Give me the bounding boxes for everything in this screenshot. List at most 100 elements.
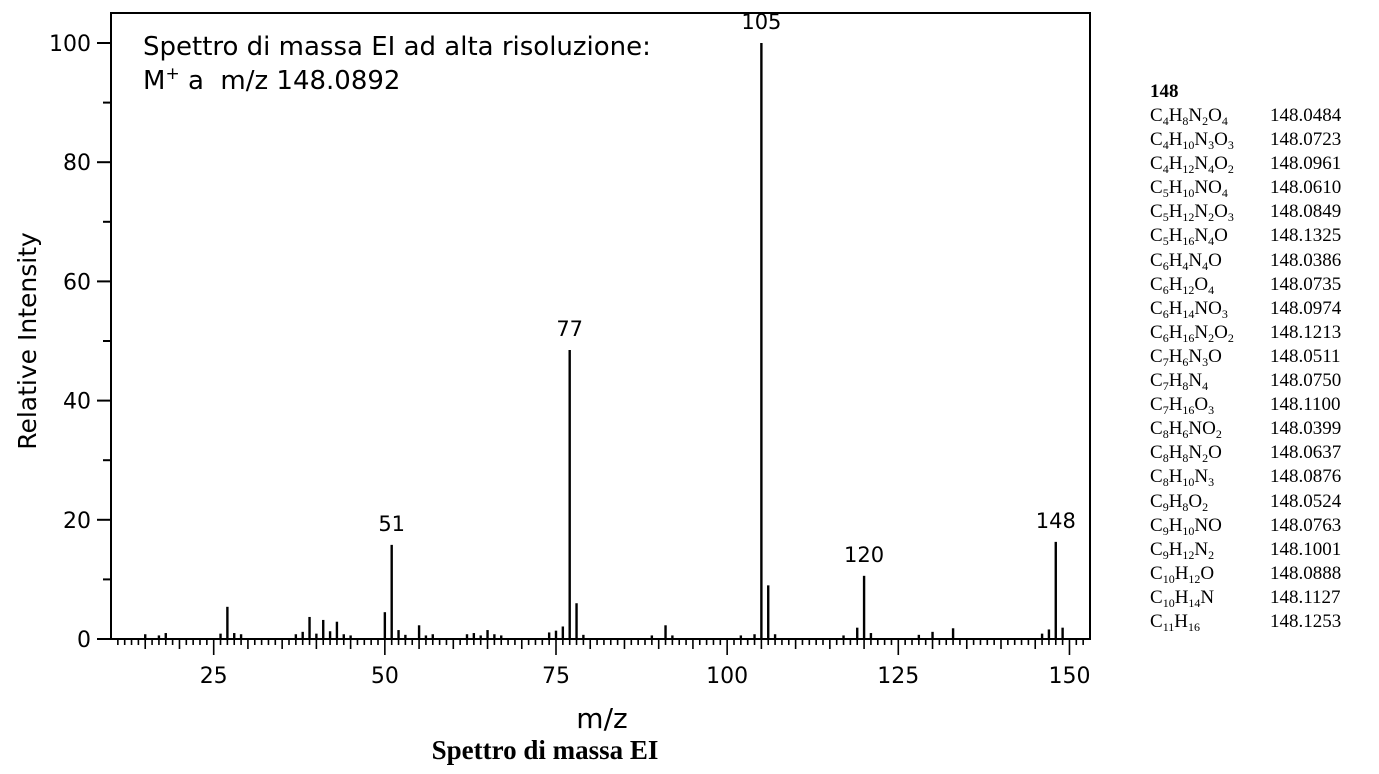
x-tick-label: 75 xyxy=(542,664,570,689)
element-symbol: C xyxy=(1150,153,1163,175)
element-symbol: C xyxy=(1150,490,1163,512)
element-count: 4 xyxy=(1202,379,1209,394)
formula-text: C11H16 xyxy=(1150,610,1270,634)
formula-text: C5H16N4O xyxy=(1150,224,1270,248)
element-count: 2 xyxy=(1202,499,1209,514)
formula-mass: 148.1325 xyxy=(1270,225,1342,247)
element-count: 2 xyxy=(1227,162,1234,177)
element-symbol: H xyxy=(1168,177,1183,199)
element-count: 2 xyxy=(1202,114,1209,128)
formula-row: C10H14N 148.1127 xyxy=(1150,586,1375,610)
element-count: 7 xyxy=(1162,403,1169,418)
y-axis-label: Relative Intensity xyxy=(13,232,42,450)
element-count: 4 xyxy=(1221,186,1228,201)
formula-row: C4H12N4O2 148.0961 xyxy=(1150,152,1375,176)
formula-row: C6H16N2O2 148.1213 xyxy=(1150,321,1375,345)
formula-mass: 148.0723 xyxy=(1270,129,1342,151)
peak-label: 105 xyxy=(741,10,781,34)
element-symbol: N xyxy=(1188,370,1203,392)
element-symbol: N xyxy=(1188,418,1203,440)
element-symbol: N xyxy=(1194,153,1209,175)
element-count: 16 xyxy=(1182,330,1195,345)
element-count: 8 xyxy=(1162,475,1169,490)
element-count: 4 xyxy=(1208,234,1215,249)
formula-row: C5H12N2O3 148.0849 xyxy=(1150,200,1375,224)
chart-subtitle-sup: + xyxy=(165,64,179,84)
formula-row: C10H12O 148.0888 xyxy=(1150,562,1375,586)
formula-text: C7H8N4 xyxy=(1150,369,1270,393)
element-count: 6 xyxy=(1162,330,1169,345)
element-count: 3 xyxy=(1208,403,1215,418)
element-symbol: C xyxy=(1150,418,1163,440)
formula-mass: 148.0637 xyxy=(1270,442,1342,464)
element-count: 2 xyxy=(1202,451,1209,466)
formula-row: C4H8N2O4 148.0484 xyxy=(1150,104,1375,128)
formula-row: C7H6N3O 148.0511 xyxy=(1150,345,1375,369)
element-count: 2 xyxy=(1208,330,1215,345)
element-symbol: H xyxy=(1168,153,1183,175)
formula-rows: C4H8N2O4 148.0484 C4H10N3O3 148.0723 C4H12N4… xyxy=(1150,104,1375,634)
formula-text: C10H14N xyxy=(1150,586,1270,610)
element-count: 3 xyxy=(1208,475,1215,490)
formula-table: 148 C4H8N2O4 148.0484 C4H10N3O3 148.0723 C4H… xyxy=(1150,80,1375,634)
element-count: 10 xyxy=(1162,595,1175,610)
element-symbol: N xyxy=(1188,345,1203,367)
chart-subtitle-prefix: M xyxy=(143,66,165,96)
element-symbol: O xyxy=(1208,297,1222,319)
element-count: 8 xyxy=(1162,427,1169,442)
element-symbol: C xyxy=(1150,273,1163,295)
formula-mass: 148.0974 xyxy=(1270,297,1342,319)
element-symbol: H xyxy=(1174,562,1189,584)
element-symbol: O xyxy=(1194,394,1209,416)
element-symbol: C xyxy=(1150,610,1163,632)
x-tick-label: 50 xyxy=(371,664,399,689)
formula-mass: 148.1127 xyxy=(1270,586,1341,608)
element-symbol: N xyxy=(1194,129,1209,151)
y-tick-label: 0 xyxy=(77,628,91,653)
element-symbol: O xyxy=(1194,273,1209,295)
formula-row: C7H8N4 148.0750 xyxy=(1150,369,1375,393)
formula-mass: 148.0610 xyxy=(1270,177,1342,199)
y-tick-label: 80 xyxy=(63,151,91,176)
element-count: 10 xyxy=(1182,475,1195,490)
element-count: 16 xyxy=(1187,619,1200,634)
element-symbol: H xyxy=(1174,610,1188,632)
element-symbol: O xyxy=(1208,249,1222,271)
x-tick-label: 150 xyxy=(1048,664,1090,689)
element-count: 4 xyxy=(1202,258,1209,273)
formula-mass: 148.0735 xyxy=(1270,273,1342,295)
formula-mass: 148.0888 xyxy=(1270,562,1342,584)
element-symbol: C xyxy=(1150,442,1163,464)
element-count: 7 xyxy=(1162,379,1169,394)
element-symbol: N xyxy=(1194,297,1209,319)
element-symbol: O xyxy=(1208,105,1222,126)
formula-row: C6H12O4 148.0735 xyxy=(1150,273,1375,297)
element-symbol: C xyxy=(1150,514,1163,536)
formula-text: C6H4N4O xyxy=(1150,249,1270,273)
formula-text: C9H10NO xyxy=(1150,514,1270,538)
element-symbol: N xyxy=(1194,201,1209,223)
element-symbol: O xyxy=(1188,490,1203,512)
formula-row: C9H12N2 148.1001 xyxy=(1150,538,1375,562)
element-count: 12 xyxy=(1182,547,1195,562)
element-count: 4 xyxy=(1162,114,1169,128)
formula-row: C6H14NO3 148.0974 xyxy=(1150,297,1375,321)
formula-text: C7H6N3O xyxy=(1150,345,1270,369)
element-symbol: O xyxy=(1202,418,1216,440)
element-count: 3 xyxy=(1202,354,1209,369)
element-symbol: O xyxy=(1214,225,1228,247)
element-symbol: N xyxy=(1188,442,1203,464)
element-count: 6 xyxy=(1182,354,1189,369)
formula-row: C5H10NO4 148.0610 xyxy=(1150,176,1375,200)
element-symbol: C xyxy=(1150,105,1163,126)
element-count: 10 xyxy=(1162,571,1175,586)
formula-row: C9H10NO 148.0763 xyxy=(1150,514,1375,538)
element-symbol: O xyxy=(1208,345,1222,367)
mass-spectrum-chart: 0 20 40 60 80 100 25 50 75 100 125 150 51 77 105 120 1… xyxy=(13,10,1091,735)
element-count: 4 xyxy=(1208,162,1215,177)
element-count: 2 xyxy=(1227,330,1234,345)
element-symbol: N xyxy=(1194,321,1209,343)
element-symbol: C xyxy=(1150,345,1163,367)
formula-mass: 148.1100 xyxy=(1270,394,1341,416)
element-symbol: H xyxy=(1168,442,1183,464)
